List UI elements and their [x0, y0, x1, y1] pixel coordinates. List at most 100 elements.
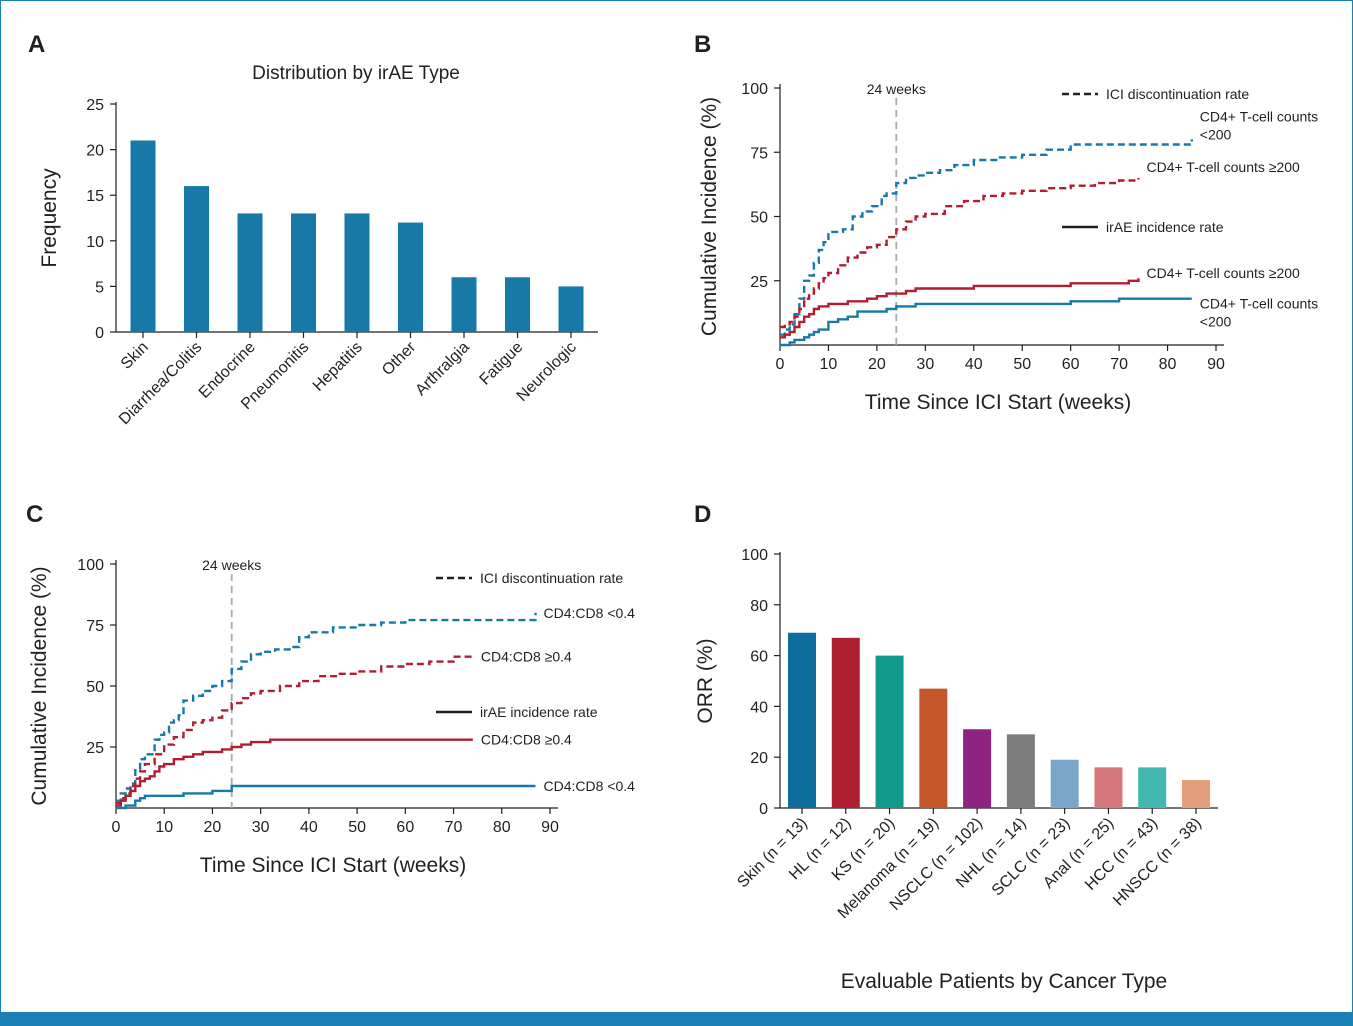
y-axis-title: Cumulative Incidence (%): [28, 566, 51, 805]
x-tick-label: 40: [300, 819, 318, 836]
x-axis-title: Time Since ICI Start (weeks): [200, 854, 466, 877]
bar-neurologic: [558, 286, 584, 332]
series-label-cd4-t-cell-counts-200: CD4+ T-cell counts ≥200: [1146, 265, 1300, 281]
series-dashed-cd4-t-cell-counts-200: [780, 139, 1193, 336]
x-tick-label: 80: [493, 819, 511, 836]
y-tick-label: 100: [741, 81, 768, 98]
series-label-cd4-t-cell-counts-200: <200: [1200, 126, 1232, 142]
y-axis-title: Cumulative Incidence (%): [698, 97, 721, 336]
series-dashed-cd4-cd8-0-4: [116, 612, 537, 802]
x-tick-label: 40: [965, 356, 983, 373]
y-tick-label: 50: [750, 210, 768, 227]
y-tick-label: 5: [95, 279, 104, 296]
x-tick-label: 30: [252, 819, 270, 836]
legend-solid-label: irAE incidence rate: [480, 704, 598, 720]
series-label-cd4-cd8-0-4: CD4:CD8 <0.4: [544, 778, 636, 794]
x-tick-label: 10: [155, 819, 173, 836]
y-tick-label: 75: [750, 145, 768, 162]
bar-hepatitis: [344, 213, 370, 332]
x-tick-label: 50: [348, 819, 366, 836]
legend-dashed-label: ICI discontinuation rate: [1106, 86, 1249, 102]
series-label-cd4-cd8-0-4: CD4:CD8 <0.4: [544, 605, 636, 621]
bar-ks-n-20: [875, 655, 904, 808]
chart-title: Distribution by irAE Type: [252, 63, 460, 84]
y-tick-label: 25: [86, 97, 104, 114]
y-tick-label: 75: [86, 618, 104, 635]
x-tick-label: 70: [445, 819, 463, 836]
reference-line-label: 24 weeks: [202, 557, 261, 573]
series-label-cd4-t-cell-counts-200: CD4+ T-cell counts: [1200, 296, 1318, 312]
x-tick-label: 60: [1062, 356, 1080, 373]
x-tick-label: 50: [1013, 356, 1031, 373]
bar-pneumonitis: [291, 213, 316, 332]
y-tick-label: 100: [77, 557, 104, 574]
x-tick-label: 30: [916, 356, 934, 373]
bar-skin-n-13: [788, 632, 816, 808]
x-tick-label: 80: [1159, 356, 1177, 373]
bar-endocrine: [237, 213, 263, 332]
x-axis-title: Evaluable Patients by Cancer Type: [841, 970, 1167, 993]
series-dashed-cd4-cd8-0-4: [116, 655, 473, 805]
y-tick-label: 50: [86, 679, 104, 696]
bar-hl-n-12: [831, 637, 860, 808]
y-tick-label: 100: [741, 547, 768, 564]
bar-skin: [130, 140, 156, 332]
bar-diarrhea-colitis: [184, 186, 209, 332]
x-tick-label-arthralgia: Arthralgia: [412, 339, 473, 400]
x-tick-label-fatigue: Fatigue: [477, 339, 527, 389]
x-tick-label: 90: [541, 819, 559, 836]
x-tick-label-other: Other: [379, 338, 420, 379]
bar-melanoma-n-19: [919, 688, 948, 808]
panel-letter-a: A: [28, 31, 45, 58]
series-label-cd4-cd8-0-4: CD4:CD8 ≥0.4: [481, 649, 572, 665]
y-tick-label: 0: [95, 325, 104, 342]
x-tick-label: 20: [868, 356, 886, 373]
x-tick-label-skin: Skin: [118, 339, 152, 373]
panel-letter-b: B: [694, 31, 711, 58]
panel-letter-c: C: [26, 501, 43, 528]
x-tick-label-hepatitis: Hepatitis: [310, 339, 366, 395]
x-tick-label: 20: [204, 819, 222, 836]
y-axis-title: ORR (%): [694, 638, 717, 723]
y-tick-label: 25: [750, 274, 768, 291]
x-tick-label-sclc-n-23: SCLC (n = 23): [989, 815, 1074, 900]
x-tick-label: 0: [776, 356, 785, 373]
chart-a-irae-distribution: 0510152025SkinDiarrhea/ColitisEndocrineP…: [38, 63, 598, 428]
x-tick-label: 90: [1207, 356, 1225, 373]
x-axis-title: Time Since ICI Start (weeks): [865, 391, 1131, 414]
bar-sclc-n-23: [1050, 759, 1079, 808]
y-tick-label: 40: [750, 699, 768, 716]
y-tick-label: 25: [86, 740, 104, 757]
y-tick-label: 20: [750, 750, 768, 767]
x-tick-label: 60: [396, 819, 414, 836]
series-label-cd4-t-cell-counts-200: CD4+ T-cell counts ≥200: [1146, 159, 1300, 175]
chart-c-cd4cd8-cumulative-incidence: 25 50 75 100 0 10 20 30 40 50 60 70 80 90 24 weeks CD4:…: [28, 557, 635, 877]
bar-hnscc-n-38: [1182, 780, 1210, 808]
series-solid-cd4-t-cell-counts-200: [780, 297, 1192, 347]
bar-nsclc-n-102: [963, 729, 992, 808]
bar-nhl-n-14: [1006, 734, 1035, 808]
y-tick-label: 10: [86, 234, 104, 251]
x-tick-label: 10: [820, 356, 838, 373]
x-tick-label: 70: [1110, 356, 1128, 373]
reference-line-label: 24 weeks: [867, 81, 926, 97]
chart-b-cd4-cumulative-incidence: 25 50 75 100 0 10 20 30 40 50 60 70 80 90 24 weeks CD4+…: [698, 81, 1318, 414]
y-tick-label: 20: [86, 143, 104, 160]
series-solid-cd4-t-cell-counts-200: [780, 278, 1140, 339]
series-solid-cd4-cd8-0-4: [116, 738, 473, 807]
bar-fatigue: [505, 277, 530, 332]
x-tick-label: 0: [112, 819, 121, 836]
bar-hcc-n-43: [1138, 767, 1167, 808]
legend-solid-label: irAE incidence rate: [1106, 219, 1224, 235]
series-label-cd4-cd8-0-4: CD4:CD8 ≥0.4: [481, 732, 572, 748]
y-tick-label: 0: [759, 801, 768, 818]
panel-letter-d: D: [694, 501, 711, 528]
y-tick-label: 15: [86, 188, 104, 205]
bottom-accent-bar: [0, 1012, 1353, 1026]
series-dashed-cd4-t-cell-counts-200: [780, 177, 1140, 329]
bar-other: [398, 222, 423, 332]
y-tick-label: 60: [750, 649, 768, 666]
bar-arthralgia: [451, 277, 477, 332]
series-solid-cd4-cd8-0-4: [116, 784, 536, 810]
